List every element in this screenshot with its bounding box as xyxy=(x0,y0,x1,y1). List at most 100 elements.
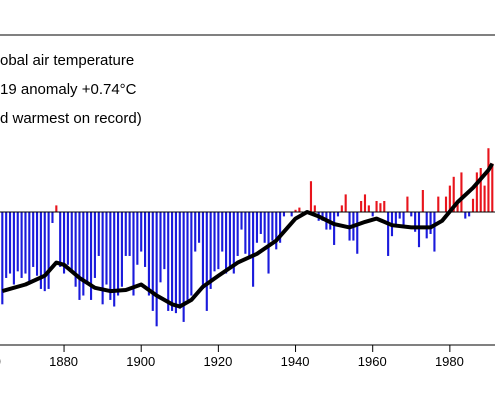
bar xyxy=(275,211,278,250)
bar xyxy=(417,211,421,248)
bar xyxy=(259,211,262,234)
bar xyxy=(101,211,104,305)
bar xyxy=(39,211,42,289)
bar xyxy=(86,211,89,285)
bar xyxy=(120,211,123,287)
bar xyxy=(124,211,127,256)
bar xyxy=(171,211,174,311)
bar xyxy=(144,211,147,267)
bar xyxy=(12,211,15,285)
bar xyxy=(313,205,316,212)
bar xyxy=(248,211,251,256)
bar xyxy=(116,211,120,296)
x-tick-label: 60 xyxy=(0,354,1,369)
bar xyxy=(93,211,96,278)
x-tick-label: 1980 xyxy=(435,354,464,369)
bar xyxy=(468,211,471,217)
x-tick-label: 1940 xyxy=(281,354,310,369)
bar xyxy=(252,211,255,287)
bar xyxy=(367,205,370,212)
bar xyxy=(167,211,170,311)
bar xyxy=(1,211,4,305)
bar xyxy=(97,211,100,256)
bar xyxy=(51,211,54,223)
title-line: 19 anomaly +0.74°C xyxy=(0,81,137,98)
bar xyxy=(32,211,35,267)
bar xyxy=(244,211,247,254)
bar xyxy=(55,205,58,212)
bar xyxy=(159,211,162,283)
bar xyxy=(128,211,131,256)
bar xyxy=(74,211,77,287)
bar xyxy=(136,211,139,265)
bar xyxy=(105,211,108,285)
bar xyxy=(24,211,27,274)
bar xyxy=(78,211,81,300)
bar xyxy=(89,211,93,300)
bar xyxy=(360,200,363,212)
x-tick-label: 1900 xyxy=(126,354,155,369)
bar xyxy=(290,211,293,217)
bar xyxy=(263,211,266,243)
bar xyxy=(35,211,39,276)
x-tick-label: 1920 xyxy=(203,354,232,369)
bar xyxy=(309,181,313,212)
bar xyxy=(205,211,208,311)
x-tick-label: 1960 xyxy=(358,354,387,369)
bar xyxy=(448,185,451,212)
bar xyxy=(209,211,212,289)
bar xyxy=(425,211,428,239)
bar xyxy=(344,194,347,212)
bar xyxy=(398,211,401,219)
bar xyxy=(336,211,340,217)
bar xyxy=(294,209,297,212)
bar xyxy=(70,211,73,272)
bar xyxy=(340,205,343,212)
bar xyxy=(255,211,259,243)
title-line: d warmest on record) xyxy=(0,110,142,127)
bar xyxy=(421,190,424,212)
bar xyxy=(225,211,228,274)
bar xyxy=(379,203,382,212)
bar xyxy=(383,200,386,212)
bar xyxy=(174,211,177,314)
bar xyxy=(194,211,197,252)
bar xyxy=(232,211,235,274)
bar xyxy=(62,211,66,274)
bar xyxy=(363,194,367,212)
bar xyxy=(5,211,8,278)
bar xyxy=(213,211,216,272)
bar xyxy=(414,211,417,232)
bar xyxy=(282,211,286,217)
bar xyxy=(182,211,185,322)
bar xyxy=(437,196,440,212)
title-line: obal air temperature xyxy=(0,52,134,69)
bar xyxy=(43,211,46,292)
bar xyxy=(109,211,112,300)
bar xyxy=(444,196,448,212)
bar xyxy=(217,211,220,270)
bar xyxy=(47,211,50,289)
bar xyxy=(483,185,486,212)
bar xyxy=(429,211,432,234)
bar xyxy=(240,211,243,230)
bar xyxy=(113,211,116,307)
bar xyxy=(178,211,181,309)
bar xyxy=(298,207,301,212)
bar xyxy=(271,211,274,241)
bar xyxy=(59,211,62,267)
bar xyxy=(132,211,135,296)
bar xyxy=(433,211,436,252)
bar xyxy=(410,211,413,217)
bar xyxy=(279,211,282,243)
bar xyxy=(375,200,378,212)
bar xyxy=(387,211,390,256)
bar xyxy=(221,211,224,252)
bar xyxy=(163,211,166,270)
bar xyxy=(20,211,23,278)
bar xyxy=(236,211,239,256)
bar xyxy=(460,172,463,212)
x-tick-label: 1880 xyxy=(49,354,78,369)
bar xyxy=(147,211,150,296)
